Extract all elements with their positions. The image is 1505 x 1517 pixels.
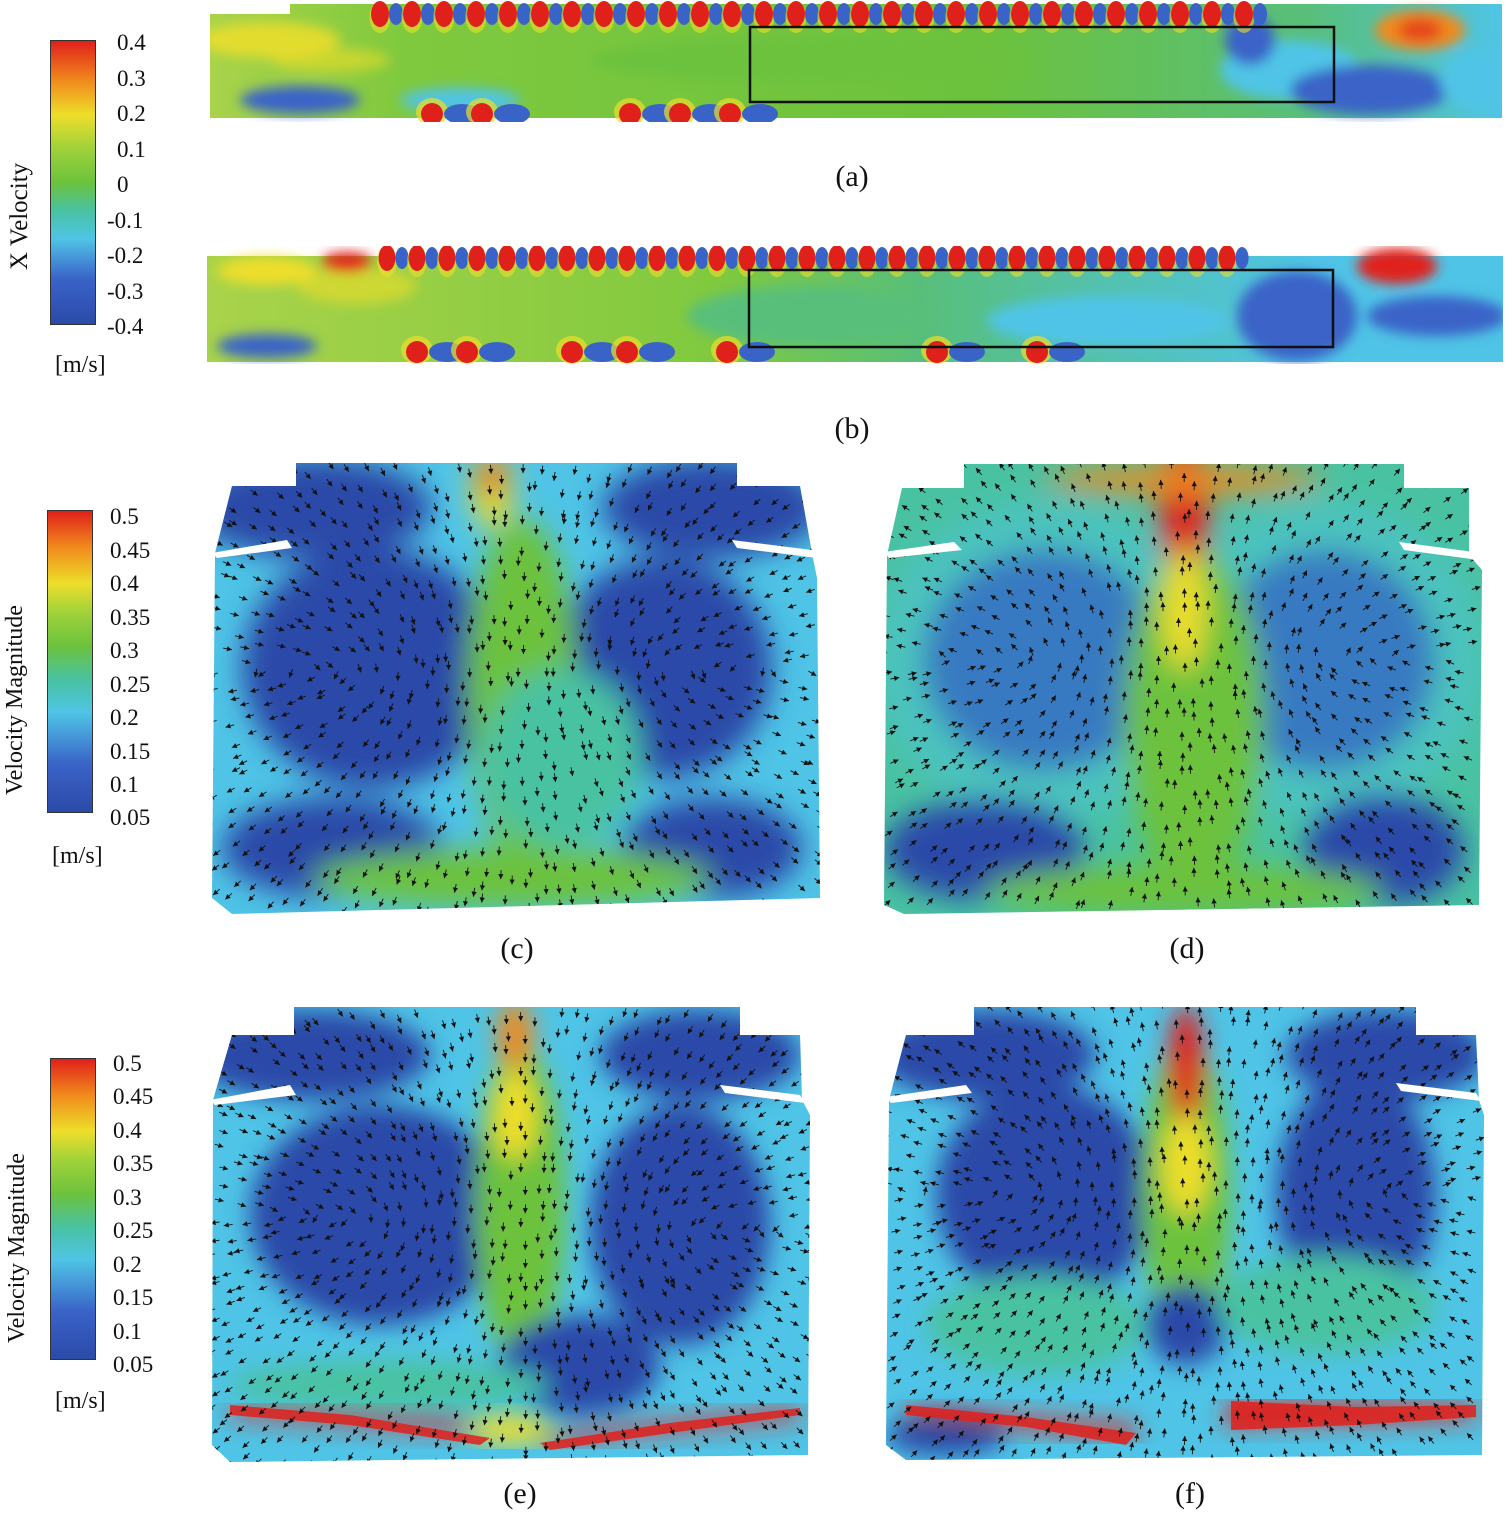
- velocity-magnitude-tick: 0.15: [110, 739, 151, 764]
- x-velocity-tick: 0: [117, 172, 129, 197]
- velocity-magnitude-tick: 0.5: [113, 1051, 142, 1076]
- velocity-magnitude-tick: 0.05: [110, 805, 151, 830]
- velocity-magnitude-tick: 0.4: [110, 571, 139, 596]
- velocity-magnitude-tick: 0.45: [113, 1084, 154, 1109]
- velocity-magnitude-tick: 0.5: [110, 504, 139, 529]
- panel-b-x-velocity-contour: [207, 246, 1503, 364]
- x-velocity-tick: 0.2: [117, 101, 146, 126]
- velocity-magnitude-tick: 0.15: [113, 1285, 154, 1310]
- panel-a-x-velocity-contour: [210, 1, 1502, 122]
- x-velocity-legend-title: X Velocity: [6, 162, 33, 270]
- caption-b: (b): [834, 412, 870, 445]
- x-velocity-tick: -0.2: [107, 243, 144, 268]
- velocity-magnitude-tick: 0.35: [113, 1151, 154, 1176]
- velocity-magnitude-tick: 0.35: [110, 605, 151, 630]
- velocity-magnitude-tick: 0.05: [113, 1352, 154, 1377]
- velocity-magnitude-tick: 0.1: [110, 772, 139, 797]
- velocity-magnitude-tick: 0.2: [113, 1252, 142, 1277]
- caption-c: (c): [500, 932, 534, 965]
- velocity-magnitude-tick: 0.3: [110, 638, 139, 663]
- x-velocity-tick: 0.4: [117, 30, 146, 55]
- x-velocity-tick: 0.1: [117, 137, 146, 162]
- caption-d: (d): [1169, 932, 1205, 965]
- panel-c-velocity-vectors: [212, 463, 820, 914]
- panel-f-velocity-vectors: [886, 1007, 1484, 1460]
- velocity-magnitude-tick: 0.45: [110, 538, 151, 563]
- caption-f: (f): [1175, 1477, 1205, 1510]
- x-velocity-tick: -0.1: [107, 208, 144, 233]
- velocity-magnitude-tick: 0.3: [113, 1185, 142, 1210]
- x-velocity-unit: [m/s]: [55, 352, 106, 378]
- x-velocity-tick: -0.4: [107, 314, 144, 339]
- velocity-magnitude-tick: 0.25: [113, 1218, 154, 1243]
- caption-a: (a): [835, 160, 869, 193]
- velocity-magnitude-tick: 0.25: [110, 672, 151, 697]
- velocity-magnitude-tick: 0.4: [113, 1118, 142, 1143]
- velocity-magnitude-legend-title-1: Velocity Magnitude: [2, 605, 28, 795]
- x-velocity-tick: -0.3: [107, 279, 144, 304]
- x-velocity-colorbar: [50, 40, 96, 325]
- x-velocity-tick: 0.3: [117, 66, 146, 91]
- panel-a-top-jets: [369, 1, 1268, 122]
- panel-e-velocity-vectors: [210, 1007, 810, 1462]
- velocity-magnitude-unit-1: [m/s]: [52, 843, 103, 869]
- velocity-magnitude-colorbar-1: [47, 510, 93, 813]
- velocity-magnitude-colorbar-2: [50, 1058, 96, 1360]
- velocity-magnitude-legend-title-2: Velocity Magnitude: [4, 1153, 30, 1343]
- caption-e: (e): [503, 1477, 537, 1510]
- panel-d-velocity-vectors: [884, 464, 1482, 914]
- velocity-magnitude-unit-2: [m/s]: [55, 1388, 106, 1414]
- velocity-magnitude-tick: 0.1: [113, 1319, 142, 1344]
- velocity-magnitude-tick: 0.2: [110, 705, 139, 730]
